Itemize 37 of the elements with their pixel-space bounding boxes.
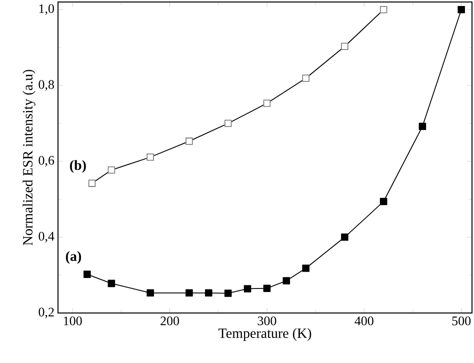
- point: [224, 120, 232, 128]
- point: [84, 270, 91, 278]
- y-tick-label: 0,2: [38, 308, 54, 318]
- x-tick-label: 400: [354, 316, 374, 326]
- x-tick-label: 300: [258, 316, 276, 326]
- y-tick-label: 1,0: [39, 4, 54, 15]
- point: [186, 289, 193, 297]
- point: [458, 6, 465, 14]
- y-tick-label: 0,4: [38, 232, 54, 242]
- y-tick-label: 0,6: [38, 156, 54, 167]
- point: [108, 166, 116, 174]
- y-axis-title: Normalized ESR intensity (a.u): [22, 70, 36, 246]
- point: [302, 264, 310, 272]
- point: [263, 284, 271, 292]
- point: [380, 198, 388, 206]
- point: [380, 6, 388, 14]
- point: [146, 153, 154, 161]
- point: [341, 234, 348, 241]
- annotation: (a): [66, 251, 82, 264]
- point: [244, 285, 252, 292]
- point: [146, 289, 154, 297]
- point: [186, 138, 193, 145]
- point: [263, 100, 271, 107]
- point: [224, 290, 232, 297]
- point: [341, 42, 348, 50]
- point: [88, 180, 96, 187]
- point: [282, 277, 290, 284]
- x-tick-label: 100: [64, 316, 82, 326]
- annotation: (b): [70, 160, 86, 173]
- point: [108, 280, 116, 288]
- x-axis-title: Temperature (K): [218, 328, 312, 341]
- point: [418, 122, 426, 130]
- point: [302, 74, 310, 82]
- y-tick-label: 0,8: [38, 80, 54, 91]
- point: [204, 289, 212, 297]
- x-tick-label: 200: [160, 316, 180, 326]
- x-tick-label: 500: [452, 316, 471, 326]
